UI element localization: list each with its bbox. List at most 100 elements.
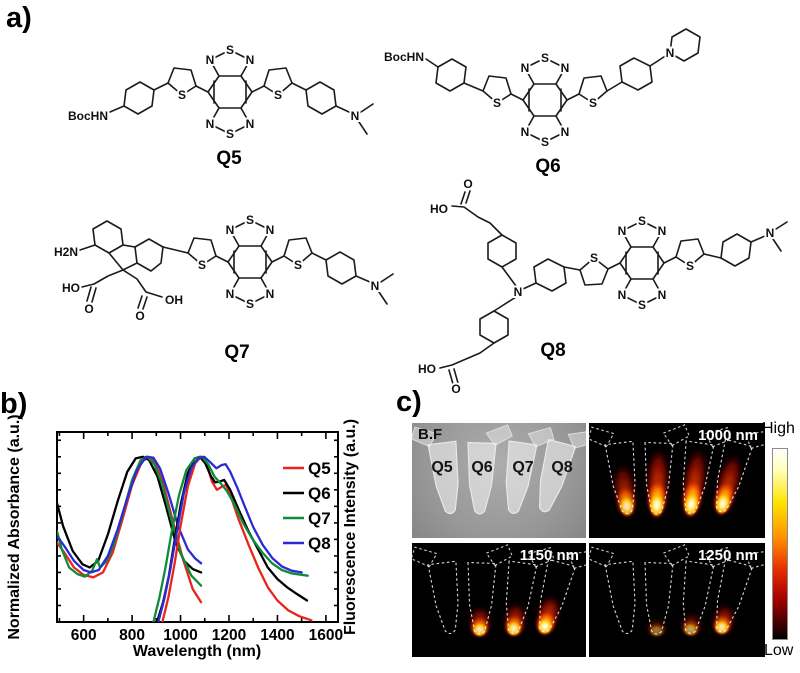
atom-s: S <box>198 258 206 272</box>
nir-tubes-1000nm <box>589 423 765 538</box>
substituent-ho: HO <box>418 362 436 376</box>
tube-cap <box>744 550 765 569</box>
tube-outline <box>467 441 497 515</box>
atom-n: N <box>658 224 667 238</box>
tube-outline <box>644 561 674 635</box>
atom-n: N <box>561 125 570 139</box>
panel-c-label: c) <box>396 386 422 418</box>
x-tick-label: 1000 <box>163 627 197 644</box>
legend-label-Q7: Q7 <box>308 509 331 528</box>
tube-1 <box>412 426 459 515</box>
tube-outline <box>538 438 577 513</box>
atom-s: S <box>274 88 282 102</box>
tube-1 <box>412 546 459 635</box>
q8-rings <box>479 233 752 344</box>
legend-label-Q8: Q8 <box>308 534 331 553</box>
atom-s: S <box>178 88 186 102</box>
tube-cap <box>589 426 615 448</box>
atom-n: N <box>521 125 530 139</box>
tube-2 <box>644 544 690 638</box>
atom-s: S <box>686 259 694 273</box>
atom-s: S <box>541 51 549 65</box>
nir-tubes-1250nm <box>589 543 765 657</box>
atom-s: S <box>493 96 501 110</box>
spectra-curves <box>57 455 313 622</box>
brightfield-image: B.F Q5 Q6 Q7 Q8 <box>412 423 586 538</box>
tube-cap <box>527 546 555 568</box>
atom-s: S <box>638 298 646 312</box>
x-tick-label: 1400 <box>260 627 294 644</box>
colorbar-low-label: Low <box>764 642 794 659</box>
wavelength-label-1250nm: 1250 nm <box>697 547 758 564</box>
tube-label-q7: Q7 <box>512 459 534 476</box>
nir-image-1250nm: 1250 nm <box>589 543 765 657</box>
tube-cap <box>485 424 513 447</box>
tube-cap <box>412 426 438 448</box>
molecule-q6-structure: N S N N S N S S BocHN N <box>382 28 701 151</box>
tube-outline <box>716 438 754 513</box>
x-tick-label: 800 <box>119 627 145 644</box>
glow-core <box>714 620 730 635</box>
substituent-bochn: BocHN <box>384 50 424 64</box>
tube-3 <box>504 546 555 638</box>
brightfield-label: B.F <box>418 426 443 443</box>
legend-label-Q5: Q5 <box>308 459 331 478</box>
glow-core <box>472 622 488 637</box>
colorbar-high-label: High <box>762 420 795 437</box>
substituent-ho: HO <box>62 281 80 295</box>
plot-frame <box>56 431 339 623</box>
tube-3 <box>681 426 732 519</box>
atom-n: N <box>666 46 675 60</box>
substituent-o: O <box>84 302 93 316</box>
substituent-o: O <box>135 309 144 323</box>
glow-core <box>506 621 522 637</box>
atom-s: S <box>541 135 549 149</box>
tube-4 <box>712 550 765 636</box>
tube-outline <box>716 558 754 633</box>
x-tick-label: 1600 <box>309 627 343 644</box>
q8-bonds <box>439 190 788 385</box>
atom-n: N <box>618 224 627 238</box>
tube-outline <box>682 560 715 634</box>
tube-2 <box>467 424 513 515</box>
atom-n: N <box>514 285 523 299</box>
x-axis-label: Wavelength (nm) <box>132 643 262 660</box>
tube-label-q5: Q5 <box>431 459 453 476</box>
intensity-colorbar <box>772 448 788 640</box>
tube-2 <box>644 424 690 519</box>
tube-label-q8: Q8 <box>551 459 573 476</box>
wavelength-label-1000nm: 1000 nm <box>697 427 758 444</box>
tube-outline <box>682 440 715 514</box>
tube-cap <box>412 546 438 568</box>
tube-outline <box>604 560 636 635</box>
tube-3 <box>680 546 732 637</box>
atom-s: S <box>246 297 254 311</box>
tube-cap <box>567 550 586 569</box>
substituent-o: O <box>463 177 472 191</box>
atom-n: N <box>206 117 215 131</box>
tube-cap <box>589 546 615 568</box>
atom-s: S <box>638 214 646 228</box>
compound-name-q6: Q6 <box>535 156 561 177</box>
atom-n: N <box>351 109 360 123</box>
glow-core <box>649 625 665 637</box>
x-tick-label: 1200 <box>212 627 246 644</box>
series-Q8-emission <box>157 455 303 622</box>
nir-tubes-1150nm <box>412 543 586 657</box>
nir-image-1150nm: 1150 nm <box>412 543 586 657</box>
tube-1 <box>589 546 636 635</box>
tube-label-q6: Q6 <box>471 459 493 476</box>
molecule-q8-structure: N S N N S N S S N HO O HO O N <box>416 175 788 393</box>
glow-core <box>714 492 731 515</box>
q6-bonds <box>425 52 671 143</box>
legend-label-Q6: Q6 <box>308 484 331 503</box>
tube-outline <box>467 561 497 635</box>
atom-s: S <box>589 96 597 110</box>
y-axis-label-right: Fluorescence Intensity (a.u.) <box>342 418 359 636</box>
tube-cap <box>662 424 690 447</box>
atom-n: N <box>561 61 570 75</box>
tube-outline <box>505 560 538 634</box>
tube-4 <box>713 430 765 517</box>
tube-cap <box>567 430 586 449</box>
y-axis-label-left: Normalized Absorbance (a.u.) <box>6 414 23 640</box>
